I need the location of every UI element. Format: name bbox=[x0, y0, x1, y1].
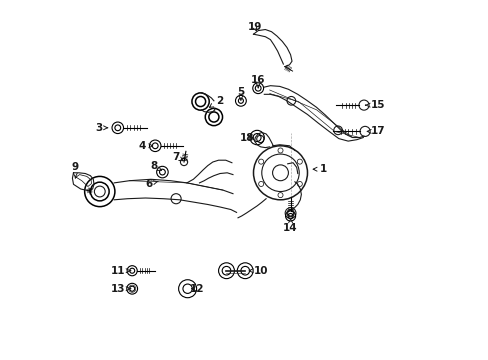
Text: 10: 10 bbox=[249, 266, 267, 276]
Text: 4: 4 bbox=[138, 141, 152, 151]
Text: 8: 8 bbox=[150, 161, 161, 171]
Text: 5: 5 bbox=[237, 87, 244, 100]
Text: 16: 16 bbox=[250, 75, 265, 88]
Text: 1: 1 bbox=[312, 164, 326, 174]
Text: 6: 6 bbox=[145, 179, 158, 189]
Text: 17: 17 bbox=[366, 126, 385, 136]
Text: 13: 13 bbox=[110, 284, 130, 294]
Text: 9: 9 bbox=[72, 162, 79, 178]
Text: 3: 3 bbox=[95, 123, 108, 133]
Text: 12: 12 bbox=[189, 284, 204, 294]
Text: 19: 19 bbox=[247, 22, 261, 32]
Text: 18: 18 bbox=[240, 132, 254, 143]
Text: 2: 2 bbox=[209, 96, 223, 107]
Text: 11: 11 bbox=[110, 266, 130, 276]
Text: 14: 14 bbox=[283, 219, 297, 233]
Text: 7: 7 bbox=[172, 152, 183, 162]
Text: 15: 15 bbox=[365, 100, 385, 110]
